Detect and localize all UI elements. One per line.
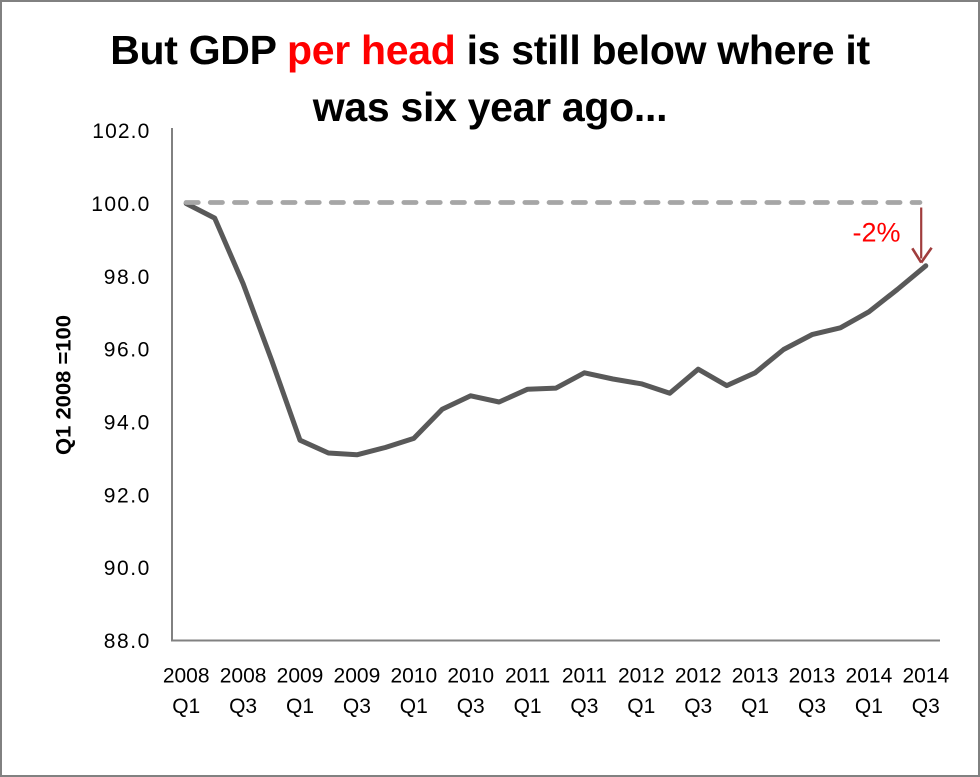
svg-text:94.0: 94.0 [104,412,150,435]
svg-text:2009: 2009 [334,665,381,688]
svg-text:Q1: Q1 [855,695,883,718]
svg-text:2008: 2008 [163,665,210,688]
svg-text:Q3: Q3 [912,695,940,718]
svg-text:2012: 2012 [618,665,665,688]
svg-text:Q1: Q1 [286,695,314,718]
svg-text:92.0: 92.0 [104,484,150,507]
svg-text:Q1 2008 =100: Q1 2008 =100 [53,315,76,455]
svg-text:90.0: 90.0 [104,557,150,580]
svg-text:Q1: Q1 [514,695,542,718]
svg-text:96.0: 96.0 [104,339,150,362]
svg-text:Q3: Q3 [570,695,598,718]
svg-text:2009: 2009 [277,665,324,688]
svg-text:2011: 2011 [562,665,607,688]
svg-text:2014: 2014 [902,665,949,688]
svg-text:2013: 2013 [789,665,836,688]
svg-text:Q1: Q1 [400,695,428,718]
svg-text:2011: 2011 [505,665,550,688]
svg-text:Q3: Q3 [343,695,371,718]
svg-text:Q3: Q3 [229,695,257,718]
svg-text:2010: 2010 [390,665,437,688]
svg-text:88.0: 88.0 [104,630,150,653]
svg-text:98.0: 98.0 [104,266,150,289]
svg-text:Q1: Q1 [172,695,200,718]
svg-text:2014: 2014 [846,665,893,688]
svg-text:Q1: Q1 [741,695,769,718]
svg-text:2010: 2010 [447,665,494,688]
svg-text:100.0: 100.0 [91,193,149,216]
svg-text:Q1: Q1 [627,695,655,718]
svg-text:Q3: Q3 [684,695,712,718]
svg-text:2012: 2012 [675,665,722,688]
svg-text:-2%: -2% [852,217,900,247]
svg-text:102.0: 102.0 [92,120,149,143]
svg-text:2008: 2008 [220,665,267,688]
svg-text:Q3: Q3 [457,695,485,718]
svg-text:Q3: Q3 [798,695,826,718]
svg-text:2013: 2013 [732,665,779,688]
